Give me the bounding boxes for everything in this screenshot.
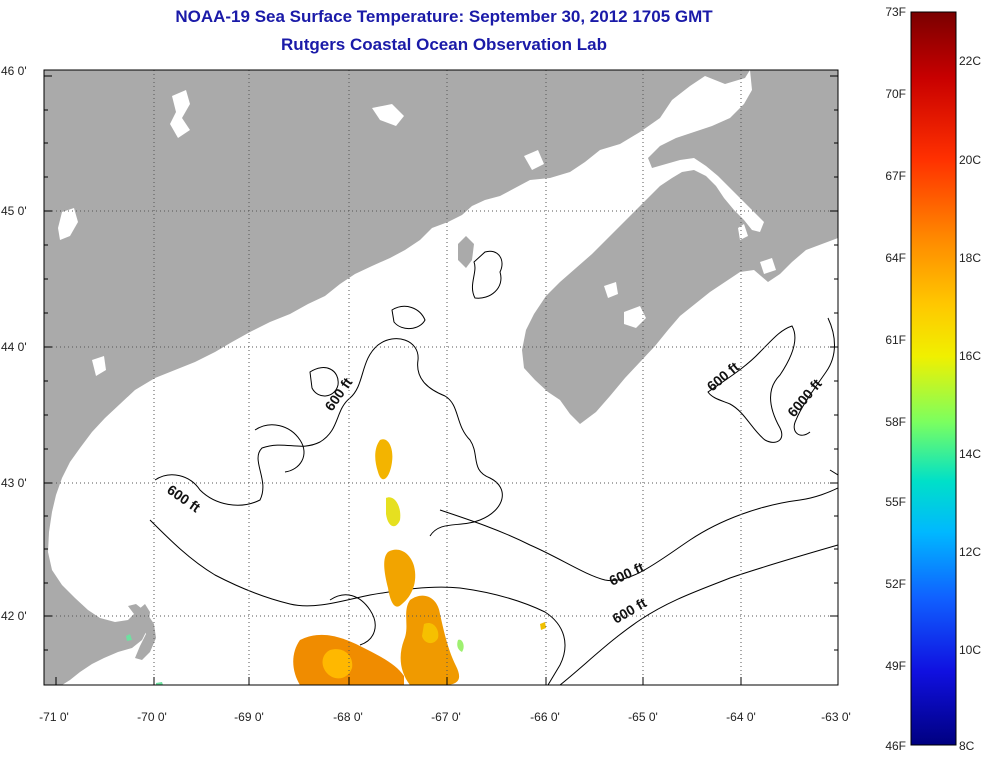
lon-tick-label: -67 0' [431, 710, 461, 724]
colorbar-c-label: 10C [959, 643, 981, 657]
colorbar-fahrenheit-labels: 73F 70F 67F 64F 61F 58F 55F 52F 49F 46F [885, 5, 906, 753]
colorbar-c-label: 14C [959, 447, 981, 461]
colorbar-f-label: 49F [885, 659, 906, 673]
lon-tick-label: -69 0' [234, 710, 264, 724]
inland-lakes [58, 90, 776, 376]
colorbar-c-label: 22C [959, 54, 981, 68]
colorbar-c-label: 12C [959, 545, 981, 559]
colorbar-f-label: 55F [885, 495, 906, 509]
lat-tick-label: 43 0' [1, 476, 27, 490]
land-cape-cod [128, 604, 156, 660]
lon-tick-label: -68 0' [333, 710, 363, 724]
colorbar-f-label: 73F [885, 5, 906, 19]
colorbar-f-label: 52F [885, 577, 906, 591]
lon-tick-label: -64 0' [726, 710, 756, 724]
longitude-labels: -71 0' -70 0' -69 0' -68 0' -67 0' -66 0… [39, 710, 851, 724]
land-maritimes [522, 70, 838, 424]
map-title: NOAA-19 Sea Surface Temperature: Septemb… [175, 7, 713, 26]
colorbar-f-label: 67F [885, 169, 906, 183]
lat-tick-label: 42 0' [1, 609, 27, 623]
bathymetry-contours [149, 250, 838, 685]
lon-tick-label: -66 0' [530, 710, 560, 724]
colorbar-f-label: 64F [885, 251, 906, 265]
colorbar-c-label: 20C [959, 153, 981, 167]
colorbar-f-label: 61F [885, 333, 906, 347]
colorbar-c-label: 16C [959, 349, 981, 363]
lat-tick-label: 44 0' [1, 340, 27, 354]
land-new-england [44, 70, 750, 685]
colorbar-c-label: 8C [959, 739, 975, 753]
grid-lines [44, 70, 838, 685]
colorbar-c-label: 18C [959, 251, 981, 265]
temperature-colorbar [910, 11, 957, 746]
colorbar-f-label: 46F [885, 739, 906, 753]
lon-tick-label: -63 0' [821, 710, 851, 724]
colorbar-f-label: 70F [885, 87, 906, 101]
lat-tick-label: 46 0' [1, 64, 27, 78]
axis-ticks [44, 75, 839, 685]
sst-data [126, 439, 546, 685]
lon-tick-label: -71 0' [39, 710, 69, 724]
latitude-labels: 46 0' 45 0' 44 0' 43 0' 42 0' [1, 64, 27, 623]
land-island [458, 236, 474, 268]
lat-tick-label: 45 0' [1, 204, 27, 218]
colorbar-celsius-labels: 22C 20C 18C 16C 14C 12C 10C 8C [959, 54, 981, 753]
lon-tick-label: -65 0' [628, 710, 658, 724]
map-subtitle: Rutgers Coastal Ocean Observation Lab [281, 35, 607, 54]
lon-tick-label: -70 0' [137, 710, 167, 724]
colorbar-f-label: 58F [885, 415, 906, 429]
